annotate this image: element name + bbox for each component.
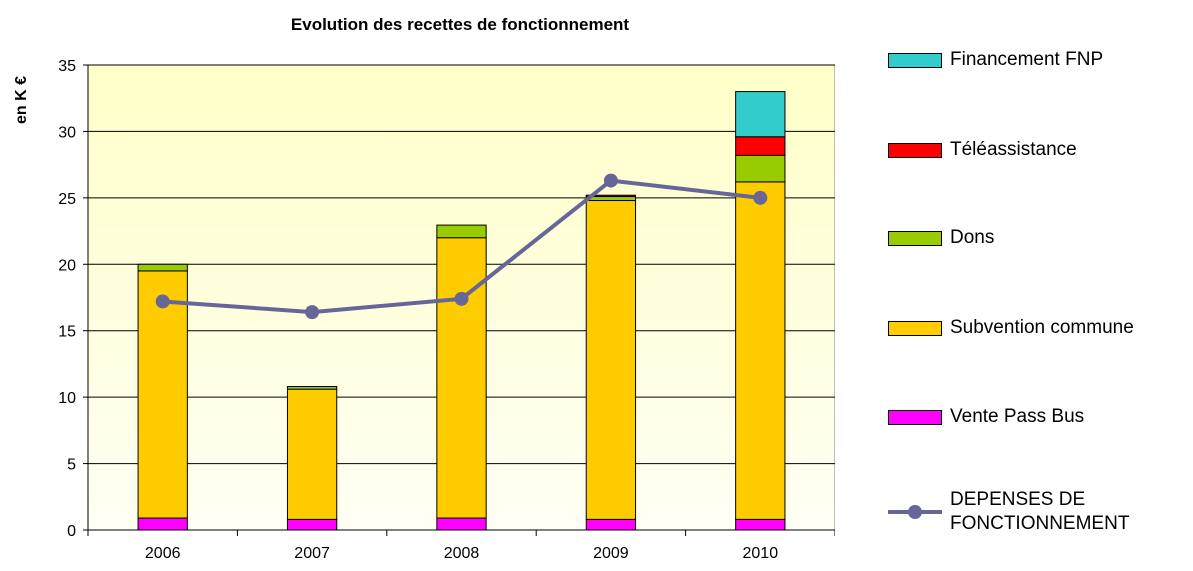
legend-label: Téléassistance: [950, 139, 1077, 160]
legend-swatch: [888, 142, 942, 158]
legend-label: Dons: [950, 227, 995, 248]
bar-segment: [286, 518, 338, 531]
bar-segment: [137, 270, 188, 519]
bar-segment: [735, 518, 786, 531]
legend-swatch: [888, 320, 942, 336]
bar-segment: [286, 386, 338, 390]
bar-segment: [585, 194, 637, 198]
legend-label: DEPENSES DE FONCTIONNEMENT: [950, 489, 1130, 534]
y-tick-label: 25: [58, 191, 76, 208]
x-tick-label: 2006: [145, 545, 181, 562]
chart-title: Evolution des recettes de fonctionnement: [291, 15, 630, 34]
bar-segment: [286, 388, 338, 520]
x-tick-label: 2010: [743, 545, 779, 562]
bar-segment: [137, 263, 188, 272]
y-axis-label: en K €: [13, 76, 30, 124]
legend-label: Financement FNP: [950, 49, 1104, 70]
line-marker: [603, 173, 618, 188]
y-tick-label: 0: [67, 523, 76, 540]
legend: Financement FNP Téléassistance Dons Subvent…: [888, 0, 1188, 571]
chart: Evolution des recettes de fonctionnement…: [13, 15, 835, 562]
legend-line: [888, 505, 942, 519]
bar-segment: [436, 517, 487, 531]
y-tick-label: 10: [58, 390, 76, 407]
line-marker: [305, 305, 320, 320]
legend-item: Vente Pass Bus: [888, 405, 1165, 429]
legend-item: Financement FNP: [888, 48, 1165, 72]
y-tick-label: 5: [67, 457, 76, 474]
bar-segment: [735, 154, 786, 183]
legend-item: Dons: [888, 226, 1165, 250]
bar-segment: [735, 181, 786, 520]
bar-segment: [585, 518, 637, 531]
y-tick-label: 35: [58, 58, 76, 75]
x-tick-label: 2009: [593, 545, 629, 562]
bar-segment: [137, 517, 188, 531]
legend-item: Subvention commune: [888, 316, 1165, 340]
x-tick-label: 2008: [444, 545, 480, 562]
legend-item: DEPENSES DE FONCTIONNEMENT: [888, 488, 1165, 536]
legend-swatch: [888, 52, 942, 68]
bar-segment: [436, 224, 487, 239]
y-tick-label: 15: [58, 324, 76, 341]
bar-segment: [735, 91, 786, 138]
line-marker: [454, 291, 469, 306]
bar-segment: [735, 136, 786, 156]
legend-swatch: [888, 230, 942, 246]
x-tick-label: 2007: [294, 545, 330, 562]
legend-swatch: [888, 409, 942, 425]
y-tick-label: 20: [58, 257, 76, 274]
bar-segment: [436, 237, 487, 519]
bar-segment: [585, 196, 637, 202]
y-tick-label: 30: [58, 124, 76, 141]
bar-segment: [585, 200, 637, 520]
legend-item: Téléassistance: [888, 138, 1165, 162]
legend-label: Subvention commune: [950, 317, 1134, 338]
line-marker: [753, 190, 768, 205]
line-marker: [155, 294, 170, 309]
legend-marker: [908, 505, 922, 519]
legend-label: Vente Pass Bus: [950, 406, 1085, 427]
